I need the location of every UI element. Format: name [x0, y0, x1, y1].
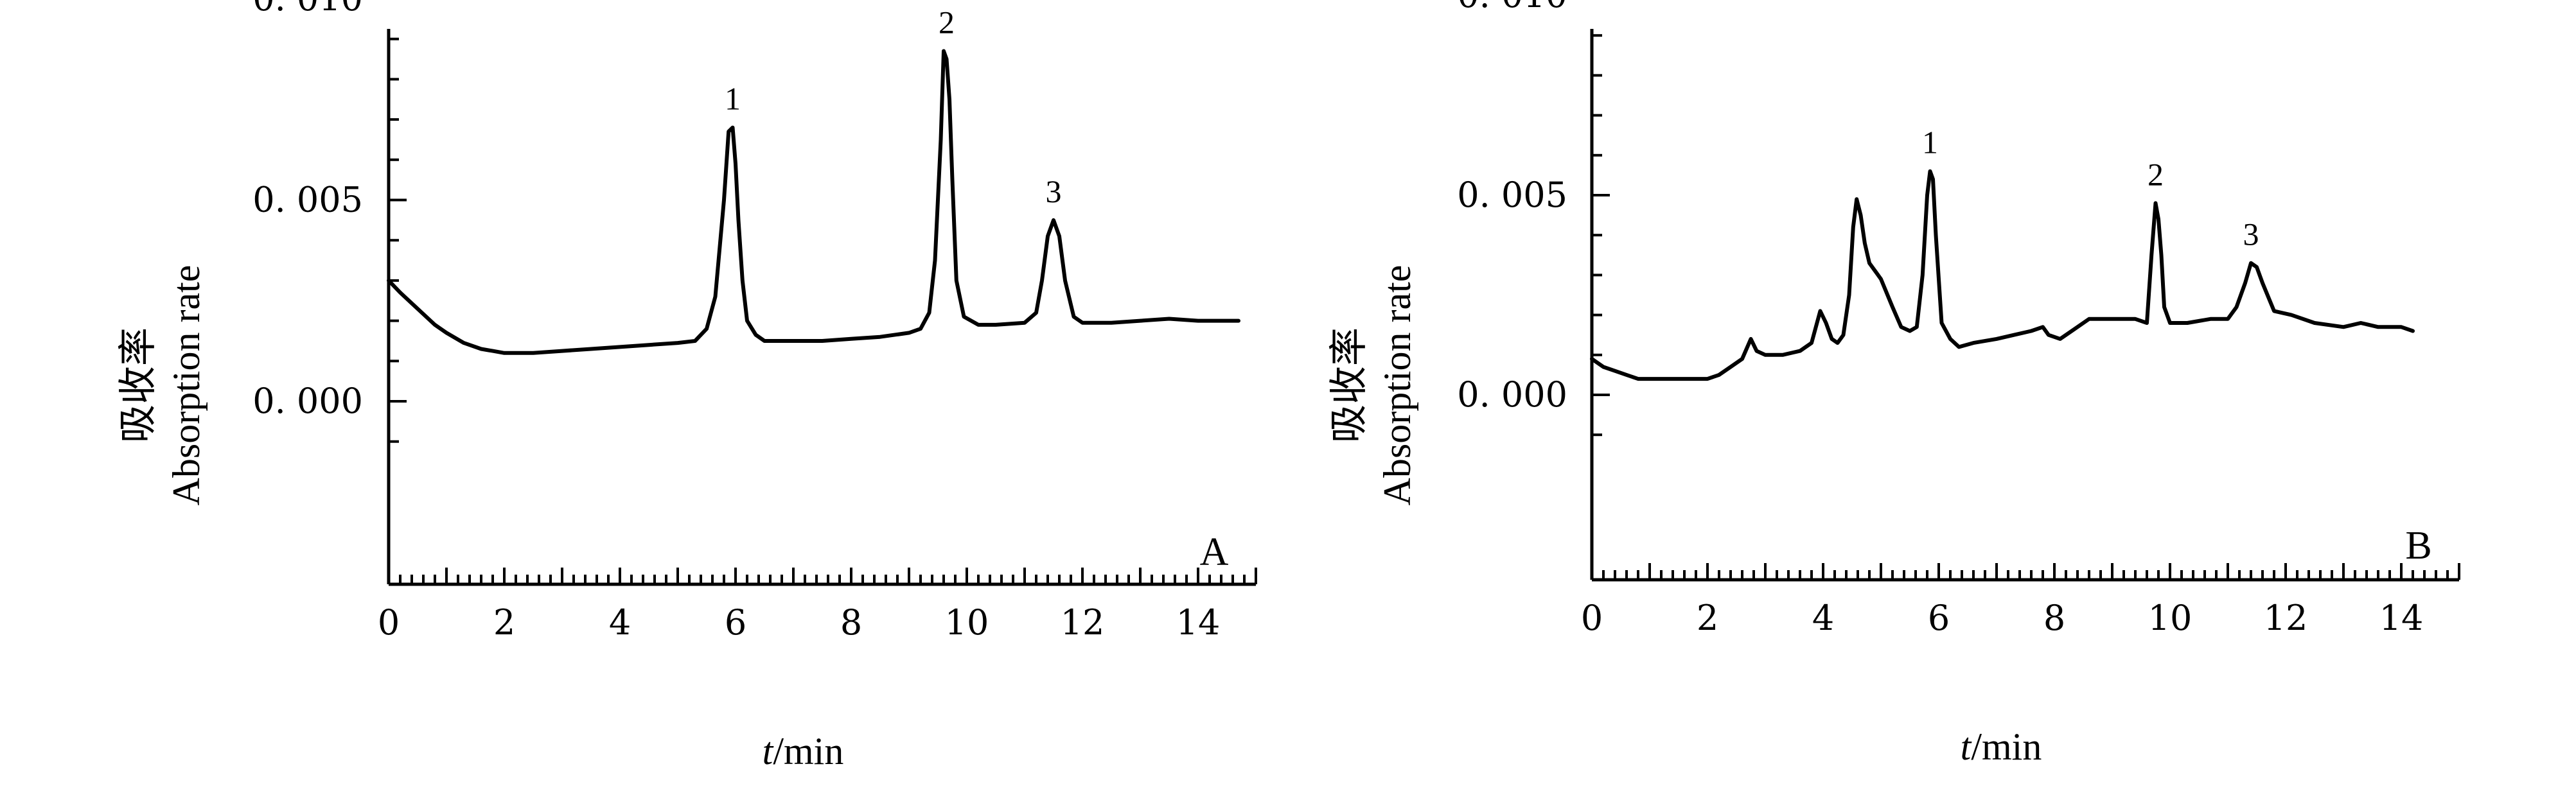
x-tick-label-A: 12: [1061, 602, 1105, 643]
y-axis-title-zh-A: 吸收率: [116, 327, 161, 443]
x-tick-label-B: 8: [2043, 598, 2065, 638]
y-tick-label-B: 0. 000: [1457, 374, 1567, 415]
peak-label-A: 3: [1046, 173, 1062, 209]
x-tick-label-A: 6: [725, 602, 746, 643]
x-tick-label-A: 10: [945, 602, 989, 643]
y-tick-label-B: 0. 010: [1457, 0, 1567, 15]
chromatogram-trace-A: [387, 49, 1240, 355]
y-tick-label-B: 0. 005: [1457, 175, 1567, 215]
peak-label-A: 2: [939, 4, 955, 40]
panel-letter-A: A: [1200, 530, 1229, 574]
x-tick-label-B: 2: [1697, 598, 1718, 638]
x-tick-label-A: 14: [1176, 602, 1221, 643]
x-axis-title-A: t/min: [763, 730, 844, 772]
y-axis-title-en-A: Absorption rate: [165, 265, 207, 506]
peak-label-B: 3: [2243, 216, 2259, 252]
panel-letter-B: B: [2405, 524, 2431, 568]
peak-label-A: 1: [725, 81, 741, 117]
x-tick-label-B: 4: [1812, 598, 1834, 638]
y-axis-title-zh-B: 吸收率: [1327, 327, 1372, 443]
y-tick-label-A: 0. 010: [252, 0, 363, 19]
x-tick-label-B: 10: [2148, 598, 2192, 638]
x-tick-label-A: 8: [840, 602, 862, 643]
chromatogram-trace-B: [1590, 169, 2415, 381]
x-tick-label-A: 0: [378, 602, 400, 643]
x-tick-label-A: 2: [493, 602, 515, 643]
x-tick-label-B: 6: [1928, 598, 1950, 638]
x-tick-label-A: 4: [609, 602, 631, 643]
peak-label-B: 1: [1922, 125, 1938, 161]
y-tick-label-A: 0. 000: [252, 381, 363, 421]
y-tick-label-A: 0. 005: [252, 180, 363, 220]
peak-label-B: 2: [2148, 156, 2164, 192]
x-tick-label-B: 14: [2379, 598, 2424, 638]
x-tick-label-B: 0: [1581, 598, 1603, 638]
y-axis-title-en-B: Absorption rate: [1376, 265, 1418, 506]
x-axis-title-B: t/min: [1961, 726, 2042, 768]
x-tick-label-B: 12: [2264, 598, 2308, 638]
